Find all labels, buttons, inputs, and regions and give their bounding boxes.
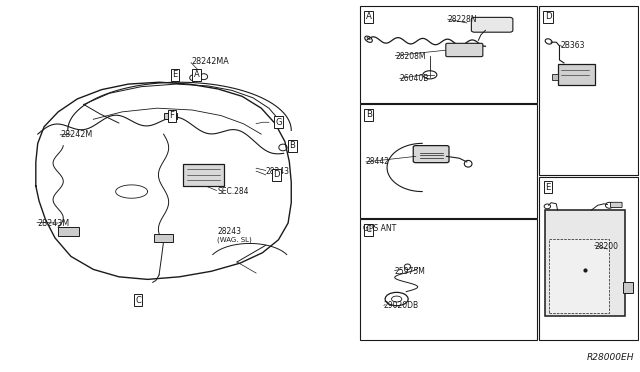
FancyBboxPatch shape — [471, 17, 513, 32]
Text: 28200: 28200 — [595, 242, 619, 251]
Text: A: A — [366, 12, 372, 21]
Bar — [552, 74, 558, 80]
Text: R28000EH: R28000EH — [587, 353, 634, 362]
Text: G: G — [275, 118, 282, 127]
FancyBboxPatch shape — [413, 145, 449, 163]
Text: D: D — [545, 12, 551, 21]
Text: SEC.284: SEC.284 — [218, 187, 250, 196]
Bar — [360, 219, 537, 340]
Text: 29020DB: 29020DB — [384, 301, 419, 310]
Bar — [360, 105, 537, 218]
Bar — [360, 6, 537, 103]
Text: 28242MA: 28242MA — [191, 57, 228, 66]
Text: A: A — [194, 70, 200, 79]
Bar — [58, 227, 79, 236]
Text: B: B — [290, 141, 296, 151]
FancyBboxPatch shape — [611, 202, 622, 208]
Text: 26040B: 26040B — [400, 74, 429, 83]
Text: 28243: 28243 — [218, 227, 242, 236]
Bar — [557, 64, 595, 85]
Text: 28228N: 28228N — [448, 15, 477, 24]
Bar — [182, 164, 224, 186]
Text: 28208M: 28208M — [396, 52, 426, 61]
Bar — [539, 177, 638, 340]
Text: (WAG. SL): (WAG. SL) — [216, 237, 252, 243]
Text: 28243: 28243 — [266, 167, 290, 176]
Bar — [154, 234, 173, 241]
Text: 2B363: 2B363 — [561, 41, 585, 50]
Text: D: D — [273, 170, 280, 179]
Bar — [623, 282, 633, 294]
FancyBboxPatch shape — [446, 43, 483, 57]
Bar — [548, 238, 609, 313]
Text: B: B — [366, 110, 372, 119]
Text: 25975M: 25975M — [395, 267, 426, 276]
Bar — [539, 6, 638, 175]
Text: C: C — [366, 225, 372, 234]
Text: GPS ANT: GPS ANT — [364, 224, 397, 233]
Text: 28242M: 28242M — [60, 129, 92, 139]
Text: 28243M: 28243M — [37, 219, 69, 228]
Text: E: E — [172, 70, 178, 79]
Bar — [545, 210, 625, 316]
Bar — [164, 113, 177, 119]
Text: C: C — [135, 296, 141, 305]
Text: F: F — [170, 111, 174, 120]
Text: E: E — [545, 183, 551, 192]
Text: 28442: 28442 — [366, 157, 390, 166]
